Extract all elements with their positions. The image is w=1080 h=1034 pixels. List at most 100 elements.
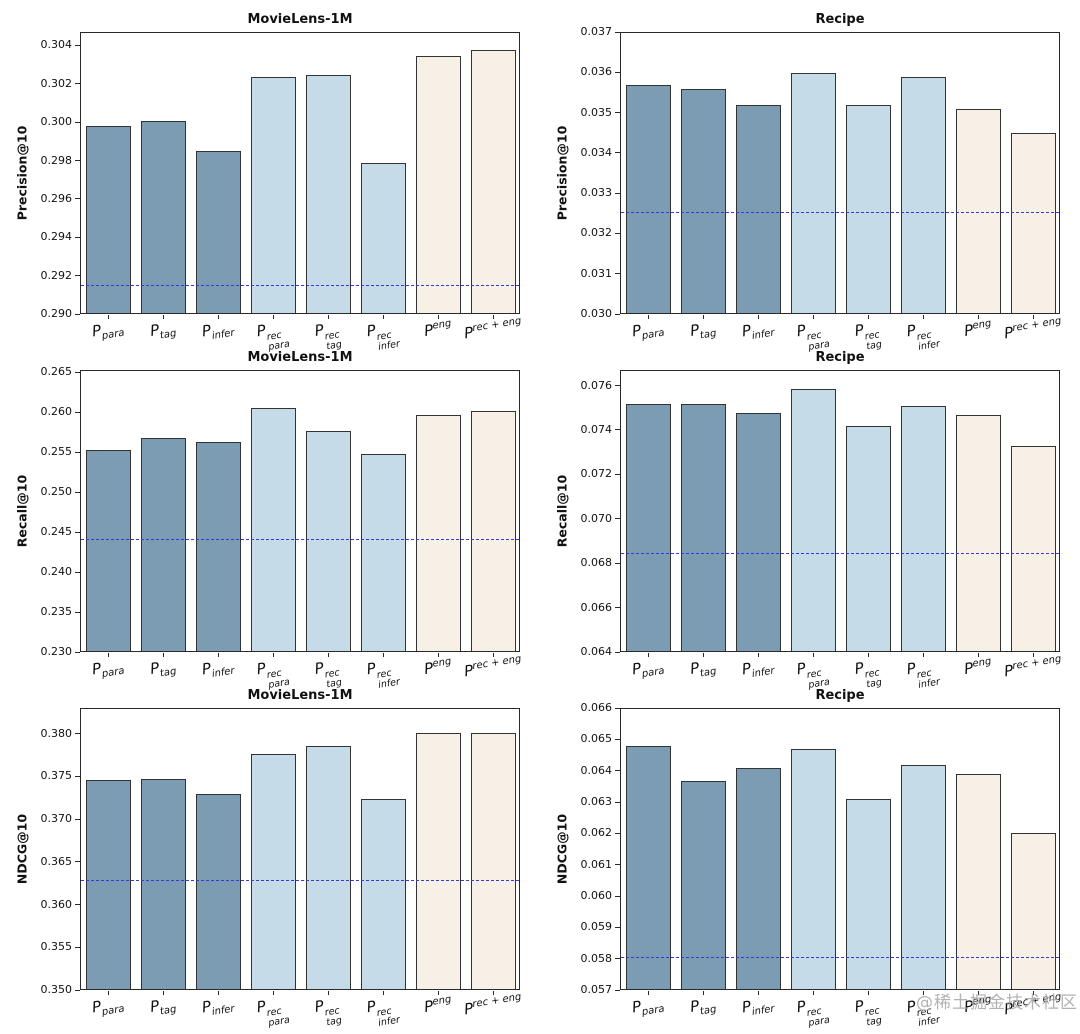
y-tick-mark (75, 904, 80, 906)
bar-P-rec-infer (361, 162, 406, 313)
y-tick-mark (75, 121, 80, 123)
y-tick-mark (615, 112, 620, 114)
y-tick-label: 0.245 (40, 525, 73, 539)
y-tick-mark (615, 958, 620, 960)
x-tick-mark (492, 653, 494, 657)
x-tick-mark (327, 991, 329, 995)
baseline-dashed-line (81, 285, 519, 287)
x-tick-mark (647, 315, 649, 319)
y-tick-label: 0.255 (40, 445, 73, 459)
x-tick-mark (217, 653, 219, 657)
x-tick-mark (922, 315, 924, 319)
bar-P-tag (141, 437, 186, 651)
y-tick-label: 0.064 (580, 763, 613, 777)
x-tick-mark (107, 653, 109, 657)
x-tick-mark (272, 991, 274, 995)
y-tick-mark (615, 989, 620, 991)
bar-P-tag (141, 779, 186, 989)
bar-P-infer (736, 768, 781, 989)
chart-title: MovieLens-1M (247, 12, 353, 27)
y-tick-mark (615, 651, 620, 653)
y-tick-label: 0.066 (580, 600, 613, 614)
chart-recipe-precision: Recipe Precision@10 0.030 0.031 0.032 0.033 0.… (540, 0, 1080, 353)
y-tick-label: 0.240 (40, 565, 73, 579)
y-tick-labels: 0.064 0.066 0.068 0.070 0.072 0.074 0.076 (540, 370, 613, 658)
y-tick-label: 0.061 (580, 857, 613, 871)
bar-P-para (86, 126, 131, 313)
x-tick-mark (1032, 315, 1034, 319)
x-tick-mark (1032, 991, 1034, 995)
plot-area (80, 708, 520, 990)
y-tick-label: 0.375 (40, 769, 73, 783)
y-tick-mark (75, 989, 80, 991)
y-tick-mark (615, 192, 620, 194)
bar-P-rec-infer (901, 406, 946, 651)
bar-P-infer (196, 793, 241, 989)
y-tick-label: 0.074 (580, 422, 613, 436)
y-tick-mark (615, 770, 620, 772)
y-tick-label: 0.070 (580, 511, 613, 525)
x-tick-mark (647, 991, 649, 995)
y-tick-label: 0.063 (580, 795, 613, 809)
bar-P-rec-para (791, 73, 836, 313)
x-tick-marks (80, 991, 520, 996)
y-tick-label: 0.033 (580, 186, 613, 200)
x-tick-mark (272, 315, 274, 319)
y-tick-mark (615, 832, 620, 834)
y-tick-mark (75, 236, 80, 238)
y-tick-mark (615, 313, 620, 315)
watermark-text: @稀土掘金技术社区 (916, 993, 1078, 1013)
x-tick-mark (382, 315, 384, 319)
x-tick-mark (107, 991, 109, 995)
y-tick-mark (75, 818, 80, 820)
x-tick-mark (217, 315, 219, 319)
y-tick-mark (75, 313, 80, 315)
y-tick-label: 0.065 (580, 732, 613, 746)
bar-P-eng (956, 774, 1001, 989)
y-tick-label: 0.360 (40, 897, 73, 911)
bar-P-eng (416, 415, 461, 651)
y-tick-mark (75, 775, 80, 777)
plot-area (620, 708, 1060, 990)
y-tick-mark (615, 926, 620, 928)
bar-P-rec+eng (1011, 133, 1056, 313)
baseline-dashed-line (621, 956, 1059, 958)
x-tick-marks (620, 991, 1060, 996)
bar-P-para (86, 780, 131, 989)
y-tick-mark (615, 864, 620, 866)
x-tick-mark (647, 653, 649, 657)
y-tick-marks (615, 370, 620, 653)
y-tick-labels: 0.290 0.292 0.294 0.296 0.298 0.300 0.302 0.304 (0, 32, 73, 320)
y-tick-label: 0.350 (40, 983, 73, 996)
y-tick-mark (615, 707, 620, 709)
chart-title: MovieLens-1M (247, 688, 353, 703)
y-tick-mark (75, 491, 80, 493)
bar-P-eng (416, 55, 461, 313)
y-tick-mark (75, 531, 80, 533)
y-tick-label: 0.062 (580, 826, 613, 840)
y-tick-mark (615, 232, 620, 234)
x-tick-mark (977, 991, 979, 995)
baseline-dashed-line (81, 880, 519, 882)
y-tick-marks (75, 708, 80, 991)
y-tick-mark (75, 733, 80, 735)
y-tick-mark (75, 861, 80, 863)
y-tick-mark (615, 518, 620, 520)
x-tick-marks (620, 315, 1060, 320)
y-tick-label: 0.300 (40, 115, 73, 129)
y-tick-label: 0.060 (580, 889, 613, 903)
bar-P-eng (416, 732, 461, 989)
y-tick-mark (615, 895, 620, 897)
y-tick-label: 0.035 (580, 105, 613, 119)
y-tick-label: 0.032 (580, 226, 613, 240)
y-tick-label: 0.250 (40, 485, 73, 499)
y-tick-label: 0.066 (580, 701, 613, 714)
chart-title: MovieLens-1M (247, 350, 353, 365)
y-tick-mark (615, 801, 620, 803)
y-tick-mark (615, 562, 620, 564)
y-tick-mark (615, 152, 620, 154)
x-tick-marks (620, 653, 1060, 658)
y-tick-mark (75, 275, 80, 277)
y-tick-mark (75, 946, 80, 948)
